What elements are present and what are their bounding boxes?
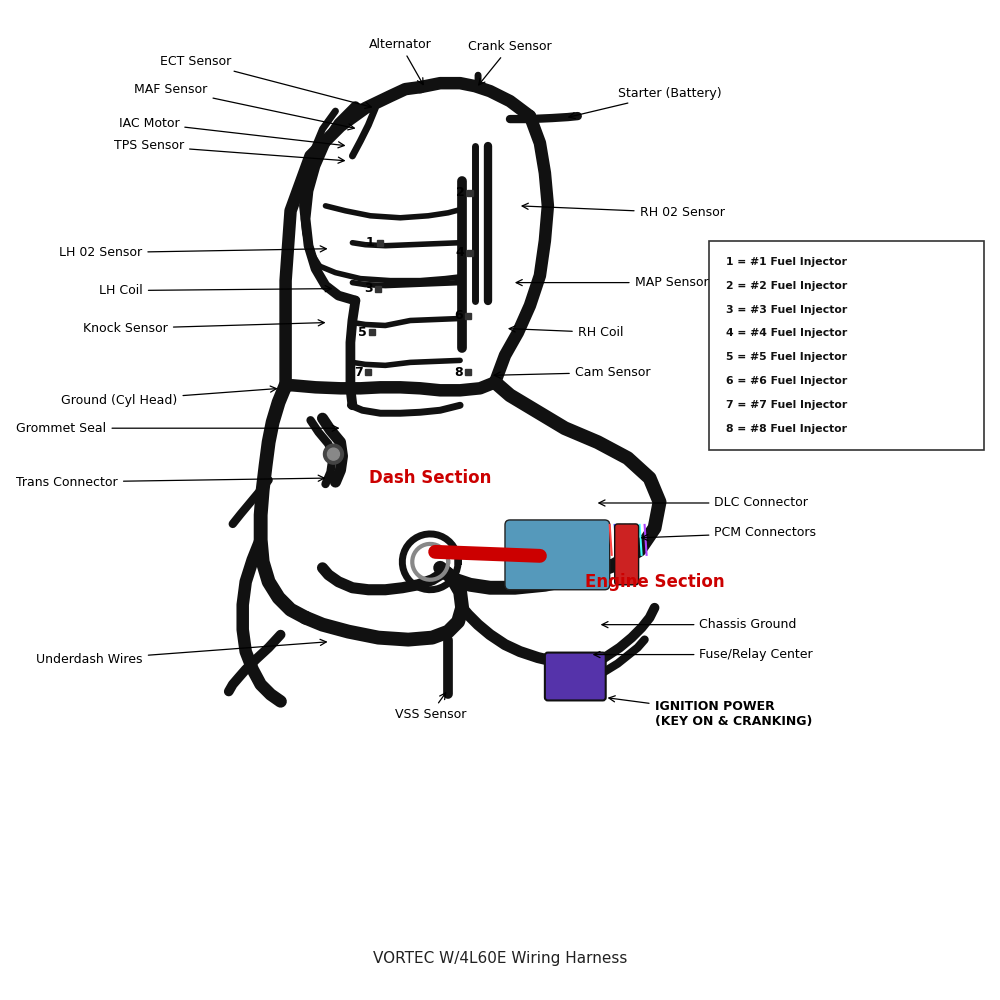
Text: ECT Sensor: ECT Sensor — [160, 55, 371, 108]
Text: MAF Sensor: MAF Sensor — [134, 83, 354, 130]
Text: Ground (Cyl Head): Ground (Cyl Head) — [61, 386, 276, 407]
Text: Starter (Battery): Starter (Battery) — [569, 87, 721, 119]
Text: Underdash Wires: Underdash Wires — [36, 639, 326, 666]
Text: IAC Motor: IAC Motor — [119, 117, 344, 148]
Text: 8 = #8 Fuel Injector: 8 = #8 Fuel Injector — [726, 424, 847, 434]
Text: LH Coil: LH Coil — [99, 284, 331, 297]
Text: IGNITION POWER
(KEY ON & CRANKING): IGNITION POWER (KEY ON & CRANKING) — [609, 696, 812, 728]
Text: Fuse/Relay Center: Fuse/Relay Center — [594, 648, 813, 661]
Text: Cam Sensor: Cam Sensor — [494, 366, 650, 379]
Text: RH Coil: RH Coil — [509, 326, 623, 339]
Text: 5: 5 — [358, 326, 367, 339]
Text: 2 = #2 Fuel Injector: 2 = #2 Fuel Injector — [726, 281, 848, 291]
Text: 3: 3 — [364, 282, 373, 295]
Text: 3 = #3 Fuel Injector: 3 = #3 Fuel Injector — [726, 305, 848, 315]
Text: Chassis Ground: Chassis Ground — [602, 618, 797, 631]
Circle shape — [323, 444, 343, 464]
FancyBboxPatch shape — [709, 241, 984, 450]
Text: Dash Section: Dash Section — [369, 469, 491, 487]
Text: RH 02 Sensor: RH 02 Sensor — [522, 203, 724, 219]
Text: Knock Sensor: Knock Sensor — [83, 320, 324, 335]
Text: Trans Connector: Trans Connector — [16, 475, 324, 489]
Text: 1: 1 — [366, 236, 375, 249]
Text: 7: 7 — [354, 366, 363, 379]
Text: VORTEC W/4L60E Wiring Harness: VORTEC W/4L60E Wiring Harness — [373, 951, 627, 966]
Text: Crank Sensor: Crank Sensor — [468, 40, 552, 85]
Text: LH 02 Sensor: LH 02 Sensor — [59, 246, 326, 259]
Text: 6: 6 — [454, 309, 462, 322]
Text: 2: 2 — [456, 186, 464, 199]
Text: MAP Sensor: MAP Sensor — [516, 276, 708, 289]
Text: PCM Connectors: PCM Connectors — [642, 526, 816, 541]
Text: Grommet Seal: Grommet Seal — [16, 422, 338, 435]
Text: Alternator: Alternator — [369, 38, 432, 85]
FancyBboxPatch shape — [545, 653, 606, 700]
Circle shape — [327, 448, 339, 460]
Text: 8: 8 — [454, 366, 462, 379]
Text: 5 = #5 Fuel Injector: 5 = #5 Fuel Injector — [726, 352, 847, 362]
Text: TPS Sensor: TPS Sensor — [114, 139, 344, 163]
Text: 1 = #1 Fuel Injector: 1 = #1 Fuel Injector — [726, 257, 847, 267]
Text: 4: 4 — [456, 246, 464, 259]
Text: VSS Sensor: VSS Sensor — [395, 693, 466, 721]
Text: 4 = #4 Fuel Injector: 4 = #4 Fuel Injector — [726, 328, 848, 338]
FancyBboxPatch shape — [615, 524, 639, 585]
Text: DLC Connector: DLC Connector — [599, 496, 808, 509]
Text: 7 = #7 Fuel Injector: 7 = #7 Fuel Injector — [726, 400, 848, 410]
Text: Engine Section: Engine Section — [585, 573, 724, 591]
FancyBboxPatch shape — [505, 520, 610, 590]
Text: 6 = #6 Fuel Injector: 6 = #6 Fuel Injector — [726, 376, 848, 386]
